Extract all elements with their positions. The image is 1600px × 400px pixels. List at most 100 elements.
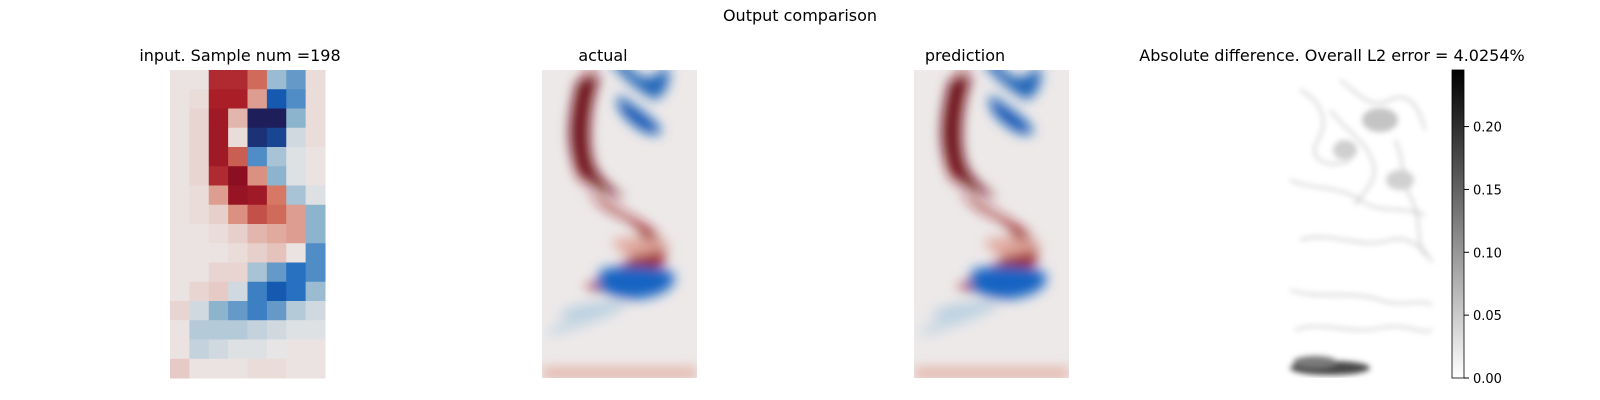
input-cell bbox=[266, 301, 287, 321]
input-cell bbox=[247, 320, 268, 340]
input-cell bbox=[228, 108, 249, 129]
input-cell bbox=[286, 204, 307, 225]
input-cell bbox=[305, 204, 326, 225]
input-cell bbox=[247, 204, 268, 225]
input-cell bbox=[228, 224, 249, 244]
input-cell bbox=[170, 339, 190, 360]
input-cell bbox=[208, 301, 229, 321]
input-cell bbox=[189, 243, 210, 263]
input-cell bbox=[189, 89, 210, 109]
input-cell bbox=[266, 127, 287, 148]
input-cell bbox=[286, 339, 307, 360]
input-cell bbox=[266, 204, 287, 225]
input-cell bbox=[266, 243, 287, 263]
actual-field bbox=[542, 70, 697, 378]
input-cell bbox=[189, 108, 210, 129]
input-cell bbox=[266, 147, 287, 167]
input-cell bbox=[208, 108, 229, 129]
colorbar-tick-label: 0.20 bbox=[1473, 121, 1502, 136]
input-cell bbox=[189, 301, 210, 321]
input-cell bbox=[305, 320, 326, 340]
input-cell bbox=[305, 166, 326, 186]
input-cell bbox=[266, 70, 287, 90]
input-cell bbox=[170, 70, 190, 90]
input-cell bbox=[247, 70, 268, 90]
colorbar-tick-label: 0.05 bbox=[1473, 309, 1502, 324]
input-cell bbox=[170, 185, 190, 206]
input-cell bbox=[286, 262, 307, 283]
input-cell bbox=[286, 166, 307, 186]
colorbar-tick-label: 0.15 bbox=[1473, 183, 1502, 198]
input-cell bbox=[247, 358, 268, 379]
input-cell bbox=[228, 301, 249, 321]
input-cell bbox=[170, 108, 190, 129]
input-cell bbox=[286, 89, 307, 109]
input-cell bbox=[247, 166, 268, 186]
input-cell bbox=[208, 204, 229, 225]
input-cell bbox=[228, 262, 249, 283]
input-cell bbox=[170, 243, 190, 263]
input-cell bbox=[170, 262, 190, 283]
input-cell bbox=[170, 224, 190, 244]
input-cell bbox=[247, 127, 268, 148]
input-cell bbox=[208, 166, 229, 186]
input-cell bbox=[170, 281, 190, 302]
input-cell bbox=[189, 147, 210, 167]
input-cell bbox=[286, 147, 307, 167]
input-cell bbox=[247, 281, 268, 302]
input-cell bbox=[208, 358, 229, 379]
input-cell bbox=[266, 339, 287, 360]
input-cell bbox=[189, 358, 210, 379]
input-cell bbox=[170, 89, 190, 109]
input-cell bbox=[228, 243, 249, 263]
input-cell bbox=[228, 320, 249, 340]
input-cell bbox=[189, 166, 210, 186]
input-cell bbox=[305, 147, 326, 167]
input-cell bbox=[228, 358, 249, 379]
input-cell bbox=[286, 320, 307, 340]
input-cell bbox=[305, 185, 326, 206]
panel-title-prediction: prediction bbox=[924, 46, 1006, 65]
input-cell bbox=[286, 108, 307, 129]
input-cell bbox=[208, 89, 229, 109]
input-cell bbox=[228, 204, 249, 225]
colorbar: 0.00 0.05 0.10 0.15 0.20 bbox=[1451, 69, 1502, 387]
difference-field bbox=[1277, 70, 1440, 378]
input-cell bbox=[208, 127, 229, 148]
input-cell bbox=[208, 224, 229, 244]
input-cell bbox=[286, 224, 307, 244]
panel-title-actual: actual bbox=[578, 46, 628, 65]
input-heatmap bbox=[170, 70, 326, 379]
input-cell bbox=[228, 166, 249, 186]
input-cell bbox=[228, 127, 249, 148]
input-cell bbox=[305, 339, 326, 360]
input-cell bbox=[208, 147, 229, 167]
input-cell bbox=[189, 70, 210, 90]
input-cell bbox=[305, 301, 326, 321]
colorbar-gradient bbox=[1451, 69, 1465, 379]
input-cell bbox=[247, 147, 268, 167]
input-cell bbox=[286, 301, 307, 321]
input-cell bbox=[305, 224, 326, 244]
input-cell bbox=[247, 339, 268, 360]
input-cell bbox=[247, 185, 268, 206]
panel-title-difference: Absolute difference. Overall L2 error = … bbox=[1139, 46, 1525, 65]
input-cell bbox=[286, 185, 307, 206]
input-cell bbox=[228, 339, 249, 360]
input-cell bbox=[170, 204, 190, 225]
input-cell bbox=[266, 358, 287, 379]
input-cell bbox=[208, 281, 229, 302]
input-cell bbox=[305, 70, 326, 90]
input-cell bbox=[247, 262, 268, 283]
input-cell bbox=[170, 358, 190, 379]
input-cell bbox=[286, 70, 307, 90]
input-cell bbox=[228, 70, 249, 90]
input-cell bbox=[228, 147, 249, 167]
input-cell bbox=[305, 281, 326, 302]
input-cell bbox=[189, 204, 210, 225]
input-cell bbox=[208, 320, 229, 340]
input-cell bbox=[305, 243, 326, 263]
input-cell bbox=[170, 147, 190, 167]
input-cell bbox=[266, 320, 287, 340]
